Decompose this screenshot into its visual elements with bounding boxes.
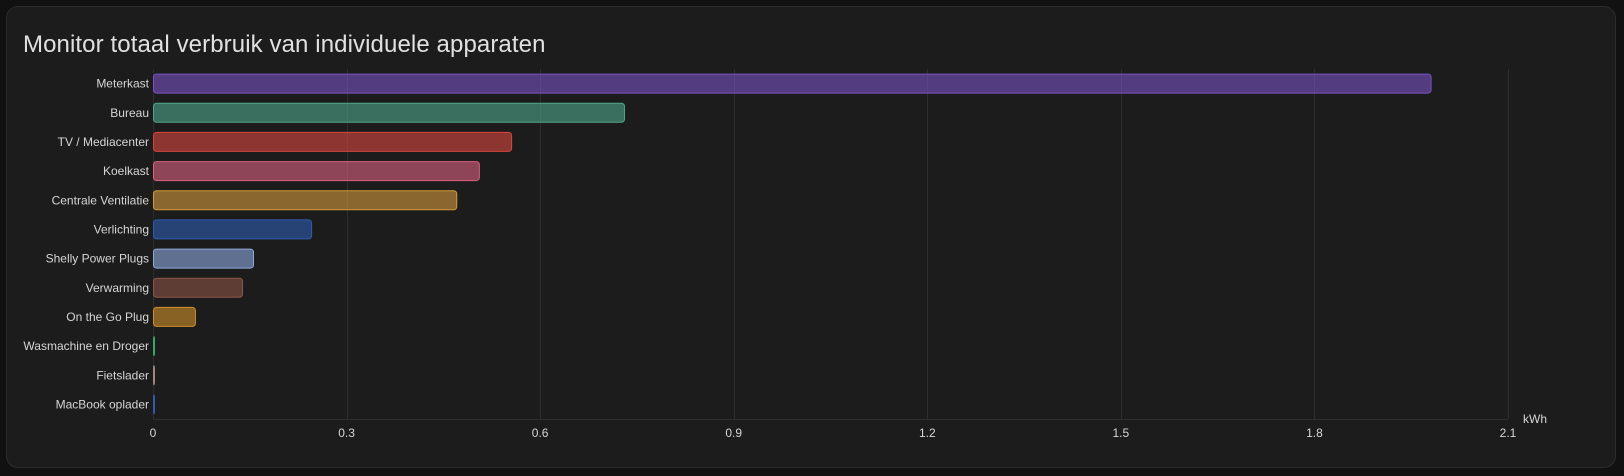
x-tick-label: 1.5 xyxy=(1113,426,1130,440)
bars xyxy=(153,73,1432,415)
category-label: Fietslader xyxy=(96,368,149,382)
category-label: Meterkast xyxy=(96,77,149,91)
category-label: Bureau xyxy=(110,106,149,120)
x-tick-label: 0 xyxy=(150,426,157,440)
x-tick-label: 1.8 xyxy=(1306,426,1323,440)
bar[interactable] xyxy=(153,190,458,211)
bar[interactable] xyxy=(153,394,155,415)
bar[interactable] xyxy=(153,336,155,357)
x-tick-label: 0.9 xyxy=(725,426,742,440)
bar[interactable] xyxy=(153,161,480,182)
category-label: Wasmachine en Droger xyxy=(23,339,149,353)
x-axis-ticks: 0 0.3 0.6 0.9 1.2 1.5 1.8 2.1 xyxy=(150,426,1517,440)
x-tick-label: 0.6 xyxy=(532,426,549,440)
bar[interactable] xyxy=(153,219,313,240)
bar[interactable] xyxy=(153,102,626,123)
x-tick-label: 1.2 xyxy=(919,426,936,440)
bar[interactable] xyxy=(153,306,196,327)
category-label: MacBook oplader xyxy=(56,397,149,411)
category-label: TV / Mediacenter xyxy=(58,135,149,149)
bar[interactable] xyxy=(153,73,1432,94)
category-label: Centrale Ventilatie xyxy=(52,193,150,207)
category-label: Shelly Power Plugs xyxy=(46,252,149,266)
category-labels: Meterkast Bureau TV / Mediacenter Koelkast C… xyxy=(23,77,149,412)
x-axis-unit-label: kWh xyxy=(1523,412,1547,426)
bar-chart: Meterkast Bureau TV / Mediacenter Koelkast C… xyxy=(23,69,1547,440)
x-tick-label: 2.1 xyxy=(1500,426,1517,440)
category-label: On the Go Plug xyxy=(66,310,149,324)
bar[interactable] xyxy=(153,131,513,152)
bar[interactable] xyxy=(153,248,255,269)
category-label: Koelkast xyxy=(103,164,150,178)
grid-lines xyxy=(153,69,1509,420)
card-title: Monitor totaal verbruik van individuele … xyxy=(23,31,546,58)
category-label: Verlichting xyxy=(94,222,149,236)
category-label: Verwarming xyxy=(86,281,149,295)
chart-card: Monitor totaal verbruik van individuele … xyxy=(6,6,1616,468)
bar[interactable] xyxy=(153,365,155,386)
bar[interactable] xyxy=(153,277,244,298)
x-tick-label: 0.3 xyxy=(338,426,355,440)
